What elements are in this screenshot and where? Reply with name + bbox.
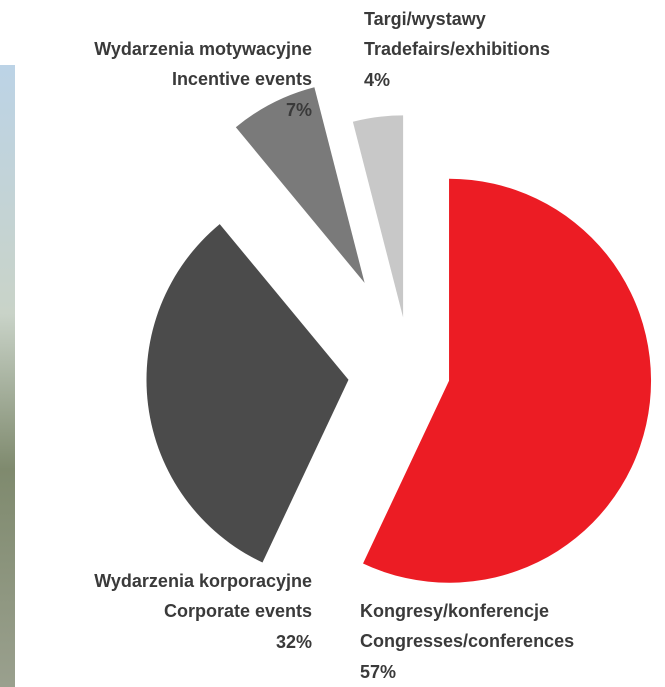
- slice-label-en: Congresses/conferences: [360, 631, 574, 651]
- pie-slice: [352, 115, 404, 318]
- value-label: 32%: [276, 632, 312, 652]
- value-label: 57%: [360, 662, 396, 682]
- slice-label: Wydarzenia korporacyjne: [94, 571, 312, 591]
- pie-slice: [235, 87, 365, 283]
- slice-label: Wydarzenia motywacyjne: [94, 39, 312, 59]
- value-label: 4%: [364, 70, 390, 90]
- slice-label-en: Corporate events: [164, 601, 312, 621]
- slice-label: Kongresy/konferencje: [360, 601, 549, 621]
- slice-label-en: Tradefairs/exhibitions: [364, 39, 550, 59]
- slice-label-en: Incentive events: [172, 69, 312, 89]
- slice-label: Targi/wystawy: [364, 9, 486, 29]
- photo-strip: [0, 65, 15, 687]
- pie-slice: [146, 224, 349, 563]
- value-label: 7%: [286, 100, 312, 120]
- pie-slice: [363, 178, 652, 583]
